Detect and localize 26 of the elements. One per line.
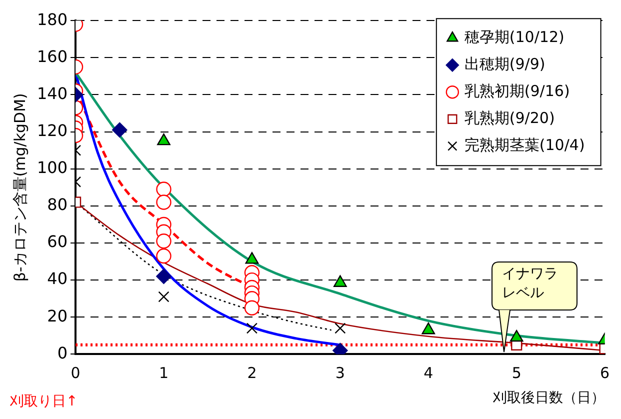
legend-label: 出穂期(9/9): [464, 54, 546, 73]
x-tick-label: 3: [335, 364, 345, 382]
y-tick-label: 140: [36, 84, 68, 103]
legend-label: 完熟期茎葉(10/4): [464, 136, 585, 154]
y-tick-label: 100: [36, 158, 68, 178]
x-tick-label: 4: [424, 364, 434, 382]
annotation: イナワラレベル: [502, 265, 559, 303]
x-tick-label: 6: [600, 364, 610, 382]
text: 刈取り日↑: [9, 394, 78, 410]
x-tick-label: 2: [247, 364, 257, 382]
y-axis-title: β-カロテン含量(mg/kgDM): [10, 93, 29, 282]
y-tick-label: 180: [36, 10, 68, 29]
y-tick-label: 160: [36, 46, 68, 66]
x-axis-title: 刈取後日数（日）: [492, 390, 605, 406]
x-tick-label: 5: [512, 364, 522, 382]
y-tick-label: 40: [47, 269, 68, 288]
legend-label: 乳熟初期(9/16): [464, 82, 570, 100]
y-tick-label: 60: [47, 232, 68, 252]
y-tick-label: 80: [47, 195, 68, 214]
y-tick-label: 20: [47, 306, 68, 326]
y-tick-label: 120: [36, 120, 68, 140]
legend-label: 乳熟期(9/20): [464, 108, 555, 127]
x-tick-label: 0: [70, 364, 80, 382]
x-tick-label: 1: [158, 364, 169, 382]
y-tick-label: 0: [57, 343, 68, 362]
legend-label: 穂孕期(10/12): [464, 28, 564, 46]
